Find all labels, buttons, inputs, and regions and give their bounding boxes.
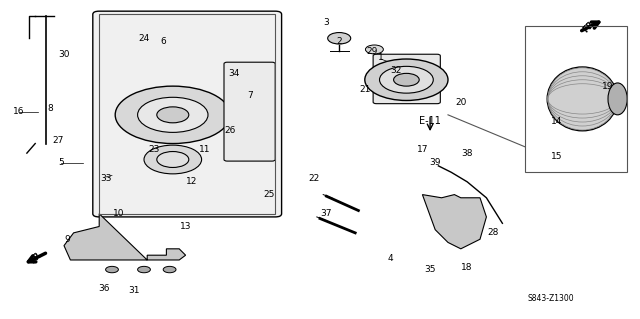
Text: 24: 24 <box>138 34 150 43</box>
Text: 33: 33 <box>100 174 111 183</box>
FancyBboxPatch shape <box>224 62 275 161</box>
Circle shape <box>394 73 419 86</box>
Text: 6: 6 <box>161 37 166 46</box>
Text: 31: 31 <box>129 286 140 295</box>
Text: 38: 38 <box>461 149 473 158</box>
Text: 8: 8 <box>47 104 52 113</box>
Text: 7: 7 <box>247 91 252 100</box>
Circle shape <box>163 266 176 273</box>
Ellipse shape <box>547 67 618 131</box>
Circle shape <box>328 33 351 44</box>
Text: 19: 19 <box>602 82 614 91</box>
Circle shape <box>138 266 150 273</box>
Text: 18: 18 <box>461 263 473 272</box>
Circle shape <box>380 66 433 93</box>
Text: 23: 23 <box>148 145 159 154</box>
Circle shape <box>106 266 118 273</box>
Text: 34: 34 <box>228 69 239 78</box>
Text: 25: 25 <box>263 190 275 199</box>
Text: 4: 4 <box>388 254 393 263</box>
Bar <box>525 26 627 172</box>
Text: 37: 37 <box>321 209 332 218</box>
Text: 39: 39 <box>429 158 441 167</box>
Text: 14: 14 <box>551 117 563 126</box>
Text: FR.: FR. <box>28 248 46 265</box>
Circle shape <box>115 86 230 144</box>
Text: 1: 1 <box>378 53 383 62</box>
Polygon shape <box>422 195 486 249</box>
Text: FR.: FR. <box>581 18 599 35</box>
Text: 32: 32 <box>390 66 401 75</box>
Circle shape <box>365 45 383 54</box>
Text: 29: 29 <box>367 47 378 56</box>
Text: 11: 11 <box>199 145 211 154</box>
Bar <box>99 14 275 214</box>
Text: 16: 16 <box>13 107 25 116</box>
Text: 35: 35 <box>424 265 436 274</box>
Text: 30: 30 <box>58 50 70 59</box>
Text: 22: 22 <box>308 174 319 183</box>
Text: 15: 15 <box>551 152 563 161</box>
Ellipse shape <box>608 83 627 115</box>
Text: 21: 21 <box>359 85 371 94</box>
Text: 10: 10 <box>113 209 124 218</box>
Text: E-11: E-11 <box>419 116 441 126</box>
FancyBboxPatch shape <box>373 54 440 104</box>
Circle shape <box>365 59 448 100</box>
Text: 20: 20 <box>455 98 467 107</box>
Text: 2: 2 <box>337 37 342 46</box>
Text: 9: 9 <box>65 235 70 244</box>
Circle shape <box>157 152 189 167</box>
Circle shape <box>157 107 189 123</box>
Text: 26: 26 <box>225 126 236 135</box>
Circle shape <box>138 97 208 132</box>
Text: 3: 3 <box>324 18 329 27</box>
FancyBboxPatch shape <box>93 11 282 217</box>
Text: 5: 5 <box>58 158 63 167</box>
Text: 17: 17 <box>417 145 428 154</box>
Polygon shape <box>64 214 186 260</box>
Text: 28: 28 <box>487 228 499 237</box>
Circle shape <box>144 145 202 174</box>
Circle shape <box>400 73 413 80</box>
Text: S843-Z1300: S843-Z1300 <box>527 294 573 303</box>
Text: 36: 36 <box>99 284 110 293</box>
Text: 13: 13 <box>180 222 191 231</box>
Text: 12: 12 <box>186 177 198 186</box>
Text: 27: 27 <box>52 136 63 145</box>
